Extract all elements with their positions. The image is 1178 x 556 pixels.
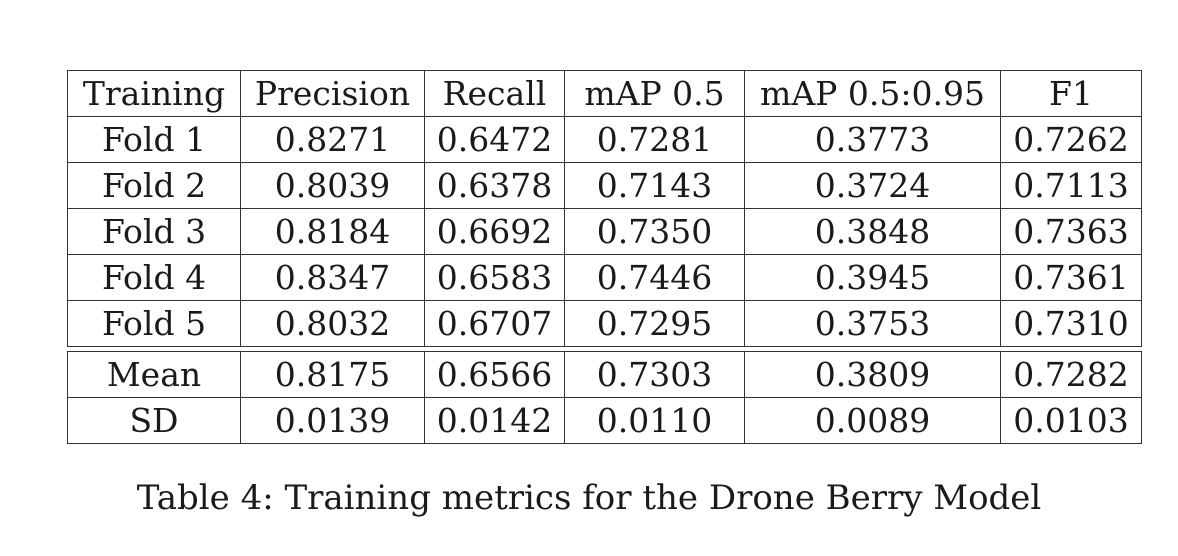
table-cell: 0.7113 bbox=[1000, 162, 1142, 209]
table-row: Fold 1 0.8271 0.6472 0.7281 0.3773 0.726… bbox=[67, 116, 1142, 163]
table-cell: 0.7310 bbox=[1000, 300, 1142, 347]
table-cell: 0.6378 bbox=[424, 162, 565, 209]
table-cell: Fold 2 bbox=[67, 162, 241, 209]
table-cell: 0.7143 bbox=[564, 162, 745, 209]
table-row: Fold 5 0.8032 0.6707 0.7295 0.3753 0.731… bbox=[67, 300, 1142, 347]
table-row: Fold 2 0.8039 0.6378 0.7143 0.3724 0.711… bbox=[67, 162, 1142, 209]
table-cell: 0.6472 bbox=[424, 116, 565, 163]
table-row-sd: SD 0.0139 0.0142 0.0110 0.0089 0.0103 bbox=[67, 397, 1142, 444]
table-cell: SD bbox=[67, 397, 241, 444]
table-cell: 0.8175 bbox=[240, 351, 425, 398]
table-cell: 0.8347 bbox=[240, 254, 425, 301]
table-cell: 0.6692 bbox=[424, 208, 565, 255]
table-row-mean: Mean 0.8175 0.6566 0.7303 0.3809 0.7282 bbox=[67, 351, 1142, 398]
table-cell: 0.7361 bbox=[1000, 254, 1142, 301]
table-cell: 0.0089 bbox=[744, 397, 1001, 444]
header-recall: Recall bbox=[424, 70, 565, 117]
table-cell: Fold 1 bbox=[67, 116, 241, 163]
table-cell: 0.6707 bbox=[424, 300, 565, 347]
table-cell: 0.7281 bbox=[564, 116, 745, 163]
header-map-05: mAP 0.5 bbox=[564, 70, 745, 117]
table-cell: 0.8032 bbox=[240, 300, 425, 347]
table-cell: 0.3945 bbox=[744, 254, 1001, 301]
header-precision: Precision bbox=[240, 70, 425, 117]
table-cell: 0.6583 bbox=[424, 254, 565, 301]
table-cell: 0.0110 bbox=[564, 397, 745, 444]
header-map-05-095: mAP 0.5:0.95 bbox=[744, 70, 1001, 117]
table-cell: 0.0103 bbox=[1000, 397, 1142, 444]
header-f1: F1 bbox=[1000, 70, 1142, 117]
table-cell: 0.8039 bbox=[240, 162, 425, 209]
table-cell: 0.3809 bbox=[744, 351, 1001, 398]
table-cell: 0.6566 bbox=[424, 351, 565, 398]
table-cell: 0.3848 bbox=[744, 208, 1001, 255]
table-header-row: Training Precision Recall mAP 0.5 mAP 0.… bbox=[67, 70, 1142, 117]
metrics-table: Training Precision Recall mAP 0.5 mAP 0.… bbox=[67, 70, 1142, 444]
header-training: Training bbox=[67, 70, 241, 117]
table-caption: Table 4: Training metrics for the Drone … bbox=[136, 478, 1042, 518]
metrics-table-container: Training Precision Recall mAP 0.5 mAP 0.… bbox=[67, 70, 1142, 444]
table-cell: 0.7350 bbox=[564, 208, 745, 255]
table-cell: 0.7282 bbox=[1000, 351, 1142, 398]
table-cell: 0.7303 bbox=[564, 351, 745, 398]
table-cell: 0.3773 bbox=[744, 116, 1001, 163]
table-cell: 0.7262 bbox=[1000, 116, 1142, 163]
table-cell: 0.7446 bbox=[564, 254, 745, 301]
table-cell: 0.0139 bbox=[240, 397, 425, 444]
table-cell: 0.3753 bbox=[744, 300, 1001, 347]
table-cell: Fold 5 bbox=[67, 300, 241, 347]
table-cell: 0.3724 bbox=[744, 162, 1001, 209]
table-cell: 0.8271 bbox=[240, 116, 425, 163]
table-cell: Fold 3 bbox=[67, 208, 241, 255]
table-cell: 0.7363 bbox=[1000, 208, 1142, 255]
table-cell: Mean bbox=[67, 351, 241, 398]
table-cell: 0.7295 bbox=[564, 300, 745, 347]
table-row: Fold 3 0.8184 0.6692 0.7350 0.3848 0.736… bbox=[67, 208, 1142, 255]
table-cell: Fold 4 bbox=[67, 254, 241, 301]
table-cell: 0.0142 bbox=[424, 397, 565, 444]
table-row: Fold 4 0.8347 0.6583 0.7446 0.3945 0.736… bbox=[67, 254, 1142, 301]
table-cell: 0.8184 bbox=[240, 208, 425, 255]
